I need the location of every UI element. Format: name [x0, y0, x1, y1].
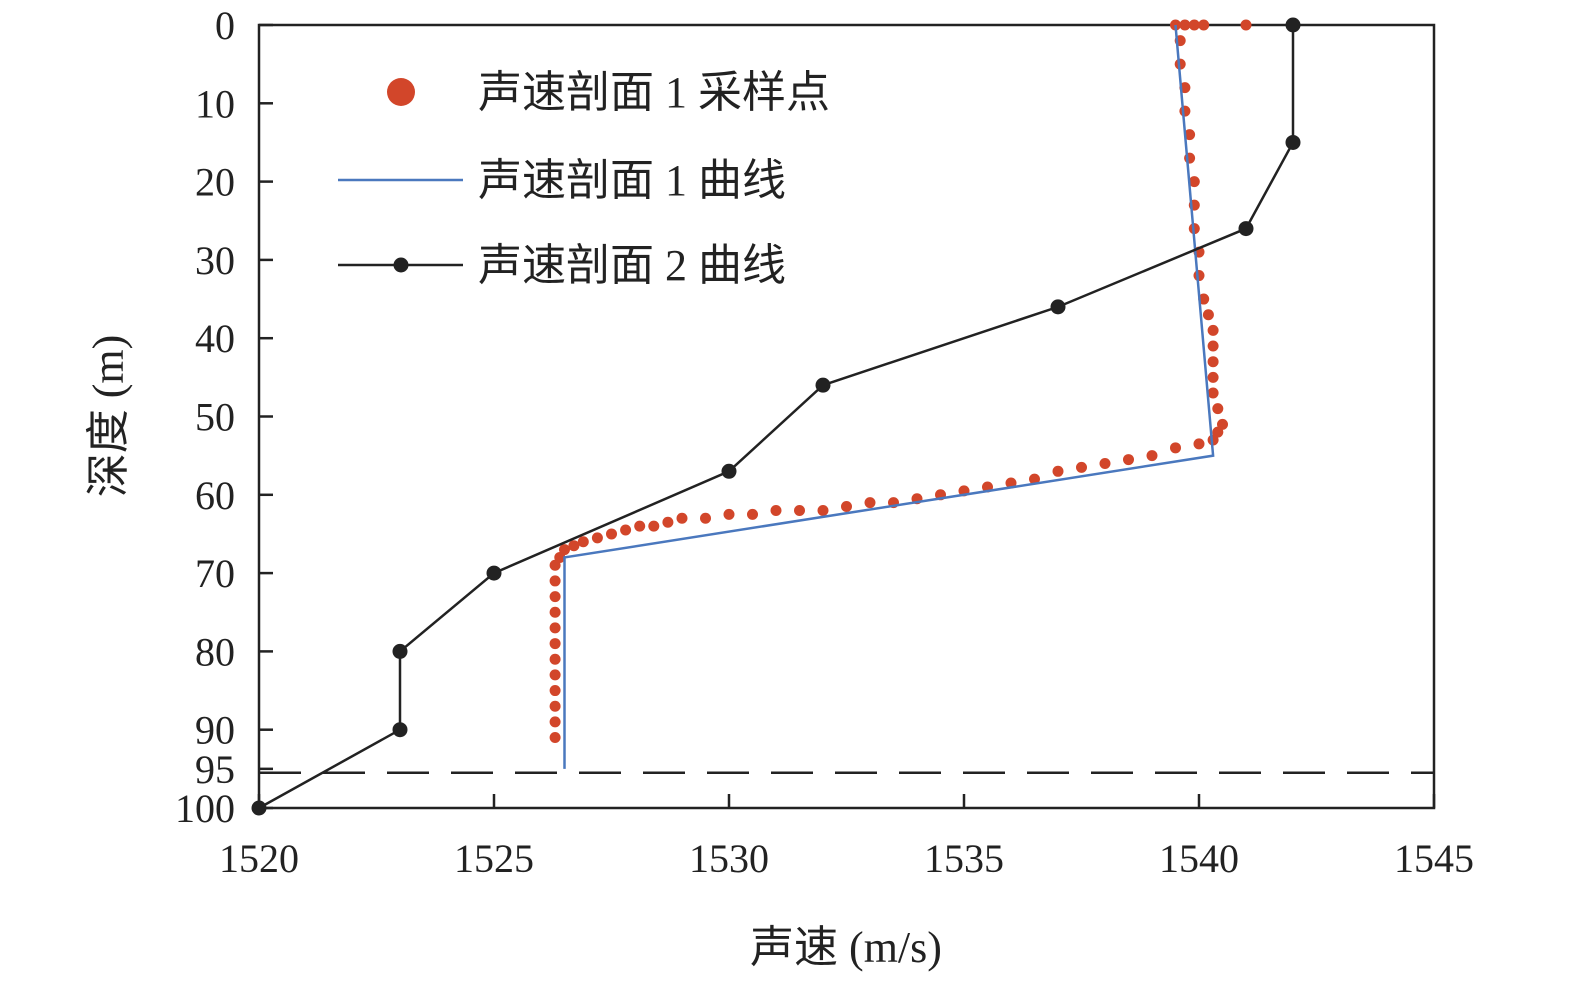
- sample-point: [549, 575, 561, 587]
- sample-point: [676, 512, 688, 524]
- y-tick-label: 30: [195, 238, 235, 283]
- sample-point: [1193, 270, 1205, 282]
- plot-area-frame: [257, 23, 1436, 810]
- sample-point: [591, 532, 603, 544]
- series-line-3: [258, 25, 1295, 810]
- sample-point: [1170, 442, 1181, 454]
- legend-marker-dot: [393, 257, 409, 273]
- y-tick-label: 50: [195, 395, 235, 440]
- sample-point: [549, 591, 561, 603]
- x-tick-label: 1540: [1159, 836, 1239, 881]
- sample-point: [700, 512, 711, 524]
- y-tick-label: 60: [195, 473, 235, 518]
- sample-point: [1099, 457, 1111, 469]
- sample-point: [1029, 473, 1040, 485]
- sample-point: [549, 638, 561, 650]
- sample-point: [1240, 19, 1252, 31]
- sample-point: [1198, 19, 1210, 31]
- series-marker: [392, 722, 408, 738]
- sample-point: [841, 501, 852, 513]
- sample-point: [549, 669, 561, 681]
- sample-point: [1207, 387, 1219, 399]
- legend-marker-scatter: [387, 78, 415, 106]
- sample-point: [1188, 19, 1200, 31]
- y-tick-label: 90: [195, 708, 235, 753]
- sample-point: [864, 497, 876, 509]
- x-axis-title: 声速 (m/s): [750, 923, 942, 972]
- sample-point: [1052, 465, 1064, 477]
- x-tick-label: 1530: [689, 836, 769, 881]
- sample-point: [1202, 309, 1214, 321]
- sample-point: [1184, 129, 1196, 141]
- legend-label: 声速剖面 1 曲线: [478, 156, 786, 205]
- y-tick-label: 100: [175, 786, 235, 831]
- sample-point: [549, 559, 561, 571]
- sample-point: [648, 520, 660, 532]
- sample-point: [1198, 293, 1210, 305]
- sample-point: [1123, 454, 1134, 466]
- series-line-2: [563, 24, 1215, 769]
- series-marker: [721, 463, 737, 479]
- sample-point: [1146, 450, 1158, 462]
- x-tick-label: 1535: [924, 836, 1004, 881]
- axis-ticks: 1520 1525 1530 1535 1540 1545 0 10 20 30 40 50 60 70 8…: [175, 3, 1474, 881]
- y-tick-label: 10: [195, 81, 235, 126]
- sample-point: [620, 524, 632, 536]
- sample-point: [770, 504, 782, 516]
- sample-point: [1188, 176, 1200, 188]
- x-tick-label: 1545: [1394, 836, 1474, 881]
- y-axis-title: 深度 (m): [84, 335, 133, 498]
- sample-point: [549, 653, 561, 665]
- series-marker: [251, 800, 267, 816]
- legend-label: 声速剖面 1 采样点: [478, 68, 830, 117]
- sample-point: [549, 700, 561, 712]
- sample-point: [549, 622, 561, 634]
- sample-point: [549, 716, 561, 728]
- series-marker: [392, 643, 408, 659]
- series-marker: [1238, 221, 1254, 237]
- x-tick-label: 1525: [454, 836, 534, 881]
- series-marker: [1050, 299, 1066, 315]
- series-layer: [251, 17, 1301, 816]
- sample-point: [662, 516, 674, 528]
- y-tick-label: 80: [195, 629, 235, 674]
- y-tick-label: 70: [195, 551, 235, 596]
- sample-point: [549, 685, 561, 697]
- sample-point: [577, 536, 589, 548]
- y-tick-label: 40: [195, 316, 235, 361]
- sample-point: [1207, 356, 1219, 368]
- sample-point: [723, 508, 735, 520]
- sample-point: [1193, 438, 1205, 450]
- series-marker: [1285, 17, 1301, 33]
- series-marker: [815, 377, 831, 393]
- sample-point: [1179, 19, 1191, 31]
- sample-point: [817, 504, 829, 516]
- sample-point: [1207, 324, 1219, 336]
- legend-label: 声速剖面 2 曲线: [478, 241, 786, 290]
- sample-point: [794, 504, 805, 516]
- sample-point: [1207, 340, 1219, 352]
- y-tick-label: 95: [195, 747, 235, 792]
- sample-point: [568, 540, 580, 552]
- sample-point: [606, 528, 617, 540]
- series-marker: [486, 565, 502, 581]
- sample-point: [1179, 105, 1191, 117]
- sample-point: [1212, 403, 1224, 415]
- x-tick-label: 1520: [219, 836, 299, 881]
- sample-point: [634, 520, 646, 532]
- sample-point: [549, 732, 561, 744]
- sample-point: [1207, 371, 1219, 383]
- y-tick-label: 0: [215, 3, 235, 48]
- sample-point: [747, 508, 758, 520]
- sample-point: [1076, 461, 1087, 473]
- sample-point: [549, 606, 561, 618]
- series-marker: [1285, 134, 1301, 150]
- y-tick-label: 20: [195, 160, 235, 205]
